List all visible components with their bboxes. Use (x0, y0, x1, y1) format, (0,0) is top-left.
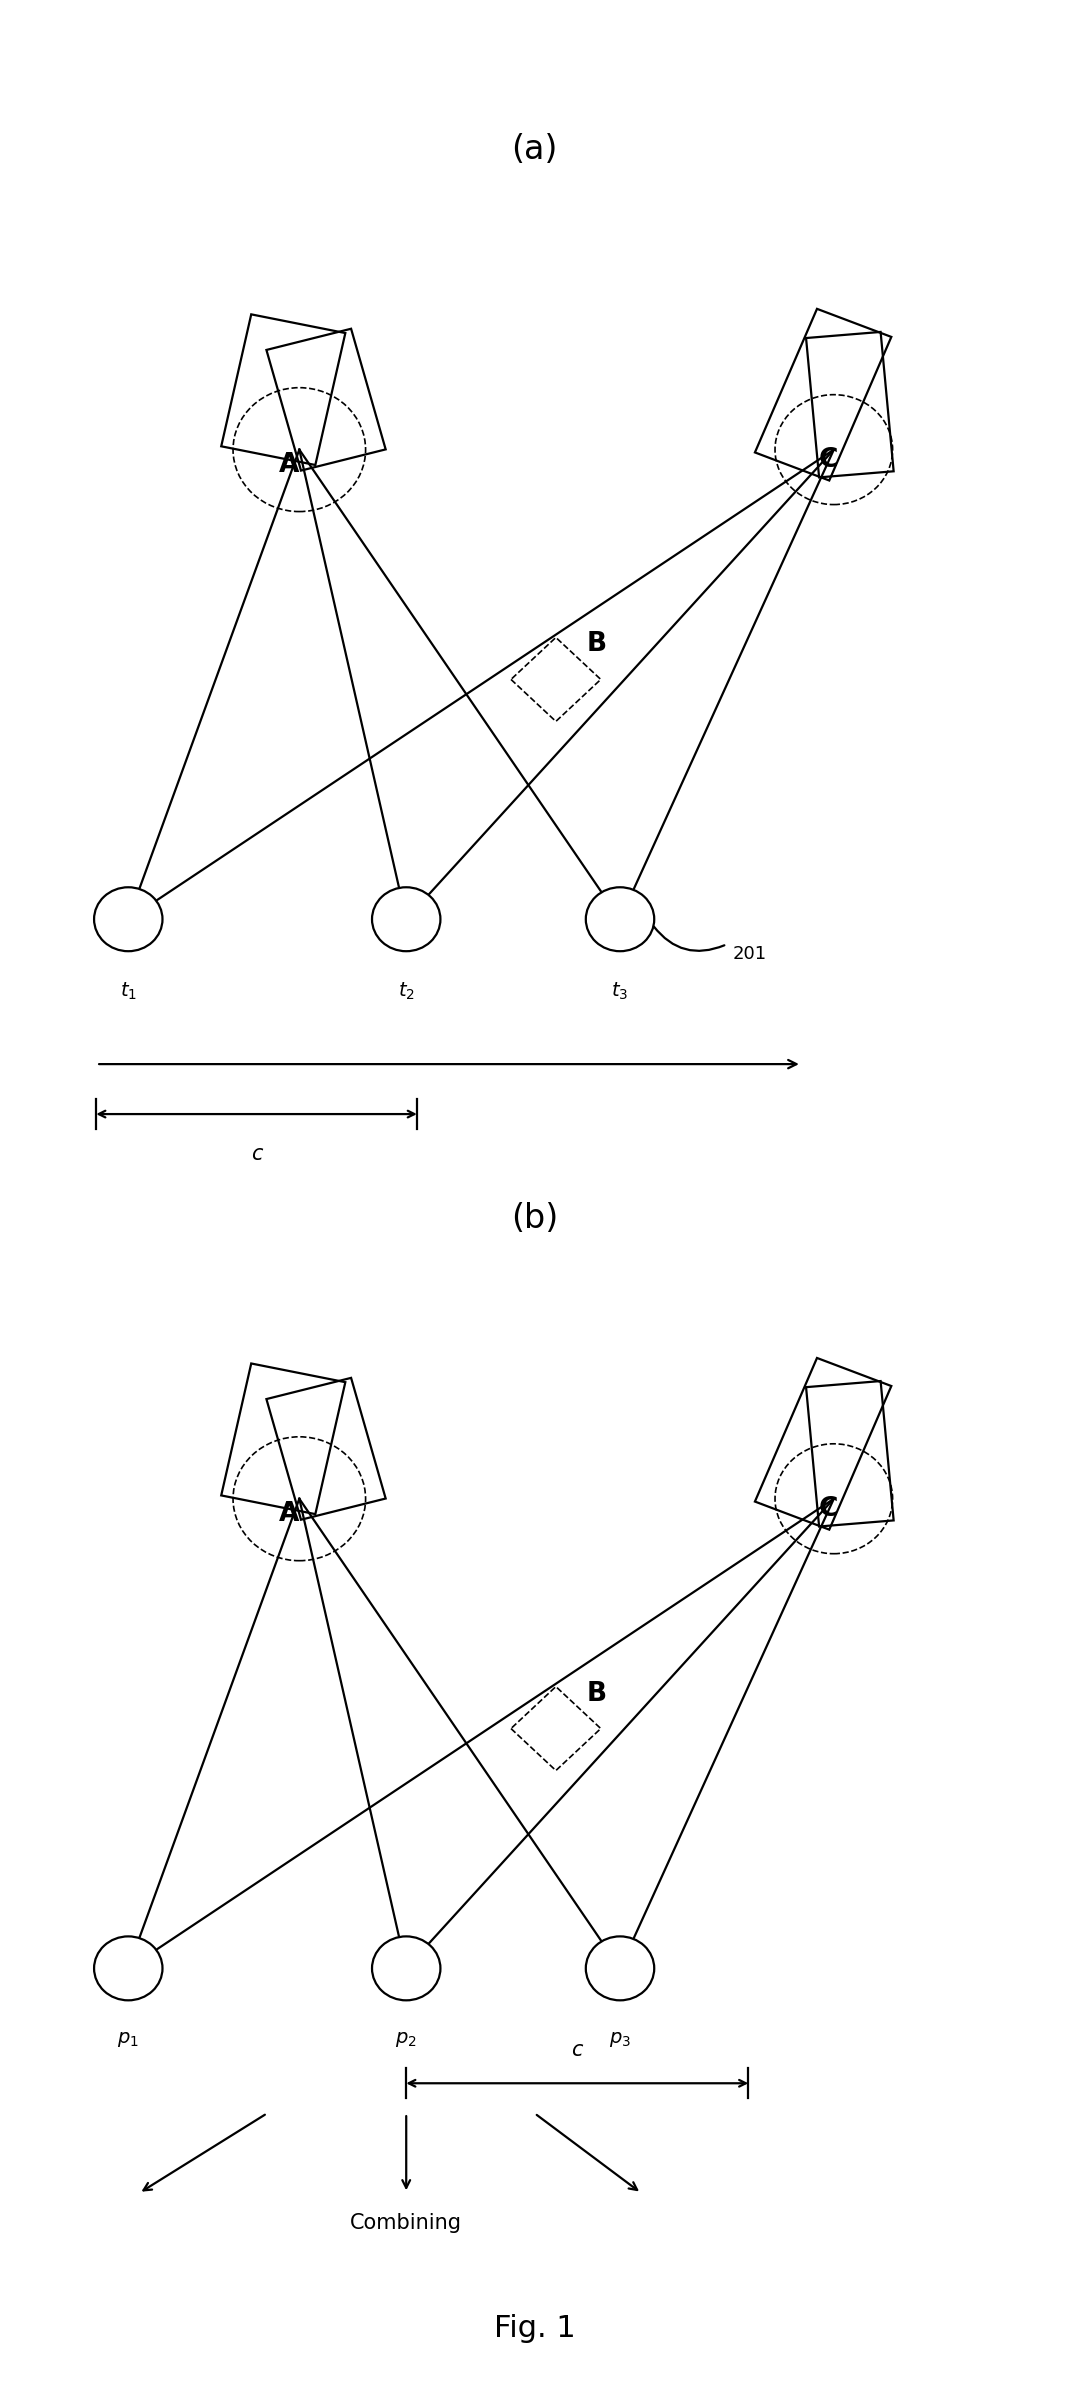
Circle shape (586, 1938, 654, 2000)
Text: C: C (819, 446, 838, 472)
Text: c: c (251, 1144, 262, 1163)
Circle shape (372, 887, 440, 952)
Text: (b): (b) (511, 1201, 558, 1235)
Circle shape (94, 1938, 162, 2000)
Text: 201: 201 (732, 945, 766, 964)
Text: Combining: Combining (351, 2213, 462, 2233)
Text: $p_2$: $p_2$ (396, 2031, 417, 2050)
Text: $t_1$: $t_1$ (120, 981, 137, 1002)
Text: B: B (587, 1681, 606, 1707)
Text: B: B (587, 631, 606, 657)
Text: $t_2$: $t_2$ (398, 981, 415, 1002)
Text: A: A (278, 1501, 299, 1528)
Circle shape (372, 1938, 440, 2000)
Text: $p_1$: $p_1$ (118, 2031, 139, 2050)
Text: Fig. 1: Fig. 1 (494, 2314, 575, 2343)
Text: $p_3$: $p_3$ (609, 2031, 631, 2050)
Text: A: A (278, 451, 299, 477)
Circle shape (94, 887, 162, 952)
Text: $t_3$: $t_3$ (611, 981, 629, 1002)
Text: C: C (819, 1496, 838, 1523)
Text: (a): (a) (511, 134, 558, 165)
Text: c: c (572, 2041, 583, 2060)
Circle shape (586, 887, 654, 952)
